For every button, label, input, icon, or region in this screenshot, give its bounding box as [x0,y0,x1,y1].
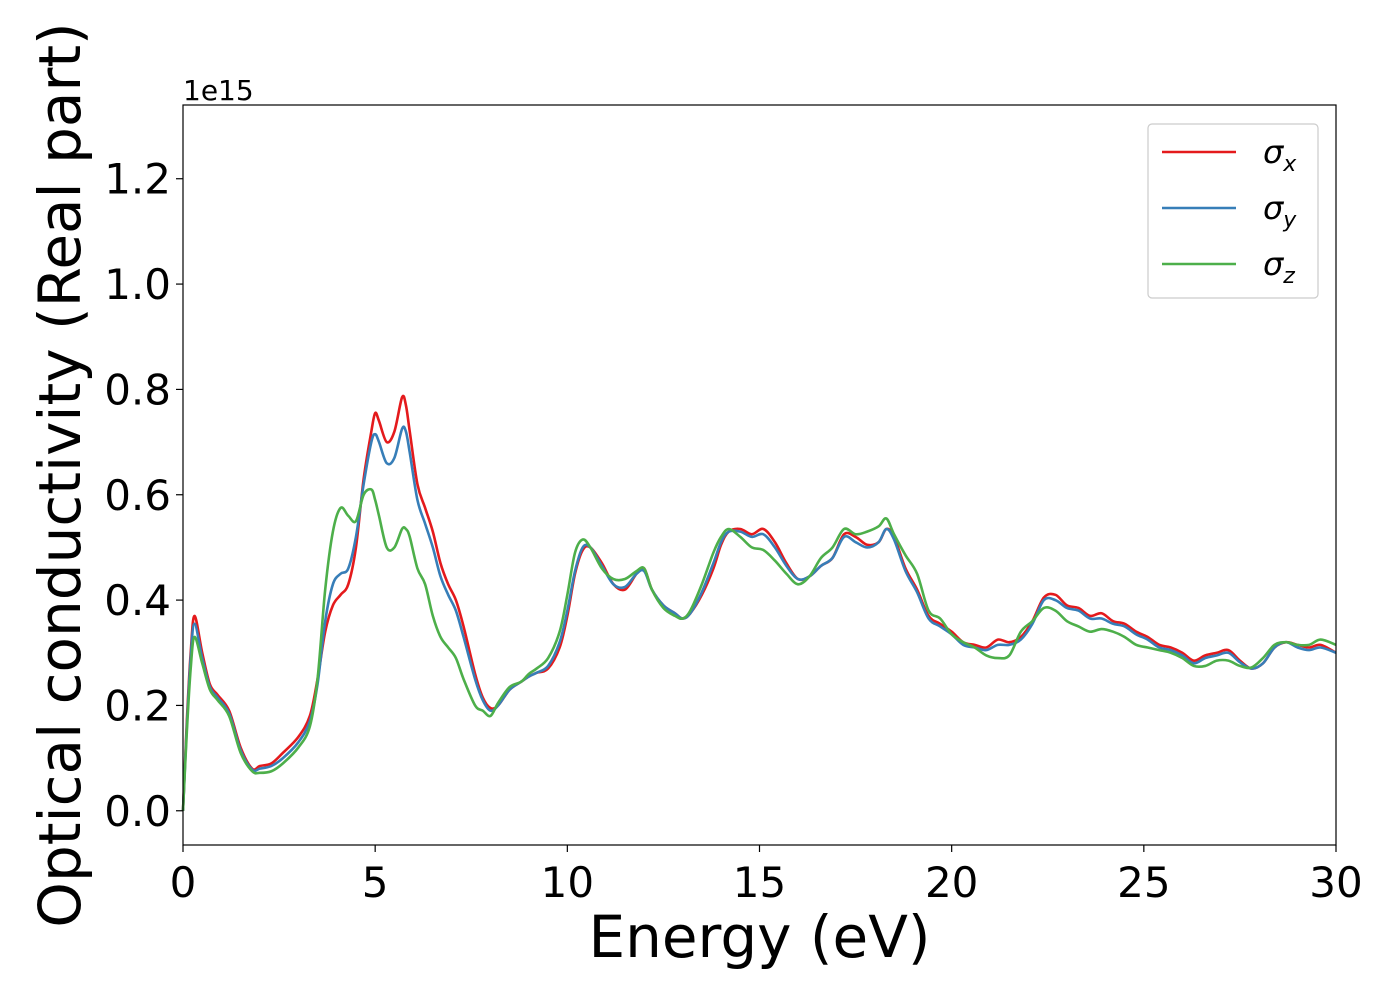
y-tick-label: 1.0 [104,260,171,309]
series-line-2 [181,425,1337,811]
legend-box [1147,123,1319,299]
y-axis: 0.0 0.2 0.4 0.6 0.8 1.0 1.2 [104,155,183,836]
x-tick-label: 10 [541,858,594,907]
legend-items: σx σy σz [1162,133,1297,289]
plot-background [183,105,1336,845]
x-tick-label: 15 [733,858,786,907]
legend: σx σy σz [1147,123,1319,299]
y-axis-label: Optical conductivity (Real part) [26,22,94,927]
y-tick-label: 0.8 [104,365,171,414]
y-tick-label: 1.2 [104,155,171,204]
legend-label-1: σx [1263,133,1297,177]
y-tick-label: 0.2 [104,681,171,730]
y-tick-label: 0.4 [104,576,171,625]
x-axis: 0 5 10 15 20 25 30 [170,845,1363,907]
x-tick-label: 20 [925,858,978,907]
y-offset-label: 1e15 [183,74,254,107]
y-tick-label: 0.0 [104,787,171,836]
legend-label-3: σz [1263,245,1295,289]
series-line-3 [181,487,1337,811]
y-tick-label: 0.6 [104,471,171,520]
x-tick-label: 25 [1117,858,1170,907]
series-layer [181,394,1337,811]
x-axis-label: Energy (eV) [588,903,930,971]
x-tick-label: 30 [1309,858,1362,907]
x-tick-label: 0 [170,858,197,907]
x-tick-label: 5 [362,858,389,907]
legend-label-2: σy [1263,189,1297,233]
